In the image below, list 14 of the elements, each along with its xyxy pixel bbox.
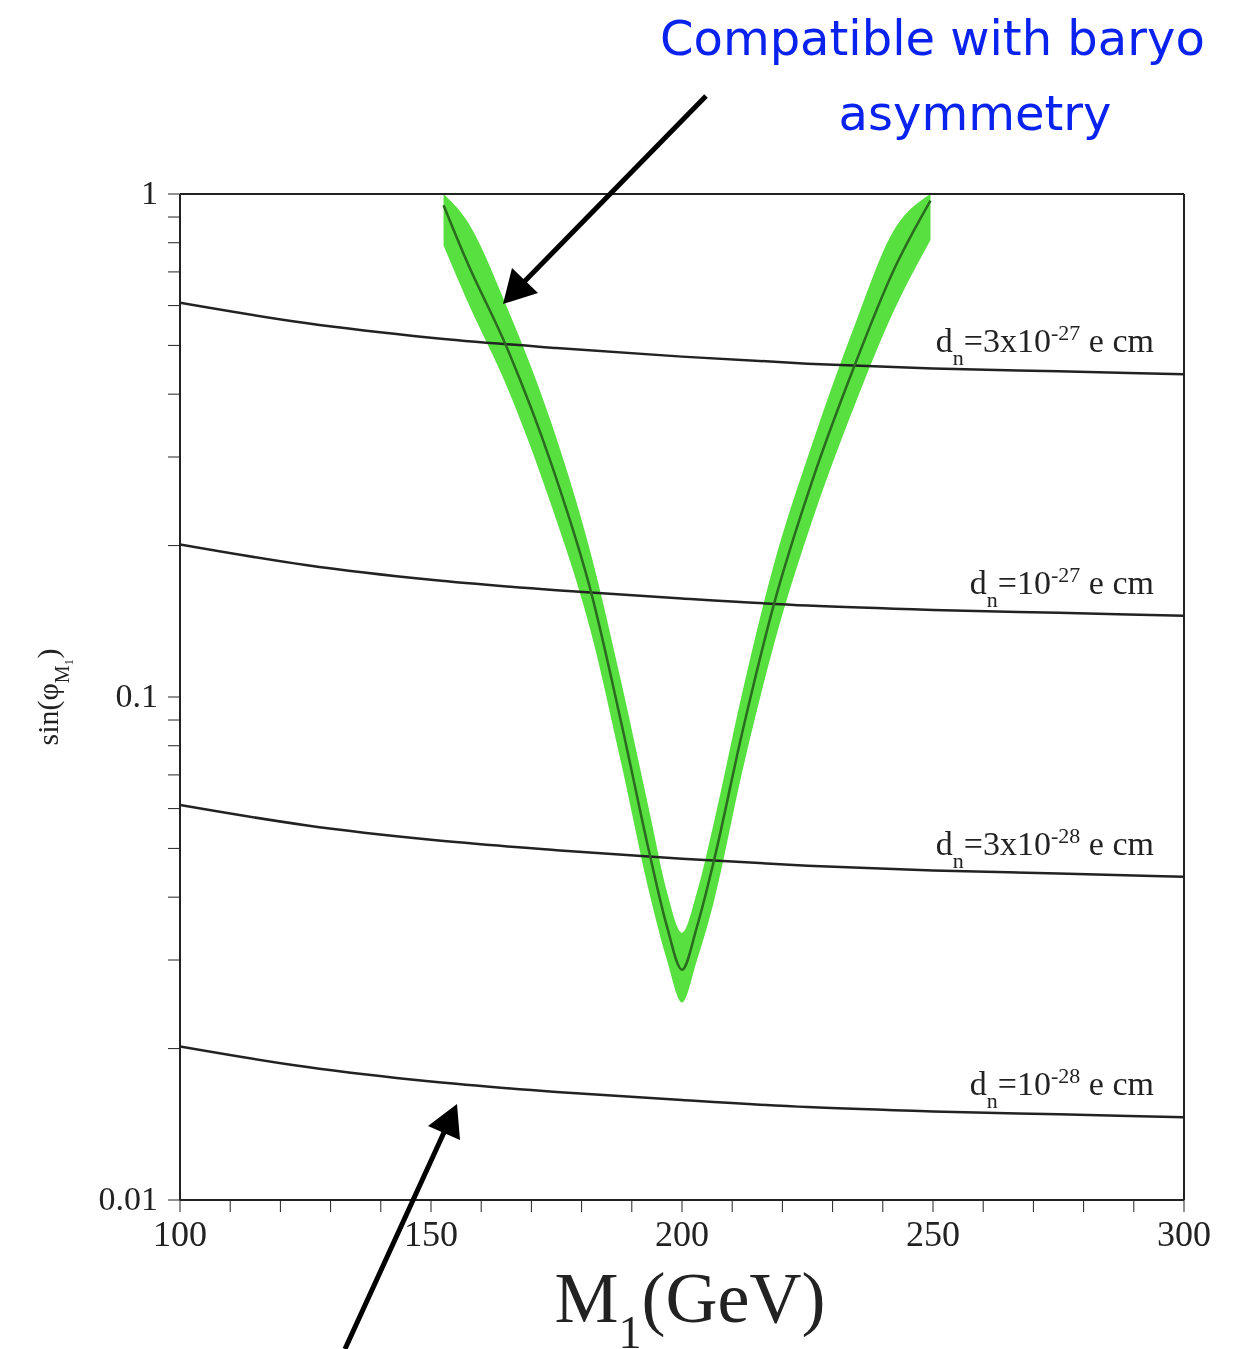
y-tick-label: 1 [141,174,158,211]
y-tick-label: 0.1 [115,677,158,714]
x-axis-title: M$_{1}$(GeV) [554,1258,826,1349]
series-label: d$_{n}$=10$^{-27}$ e cm [969,561,1154,612]
x-tick-label: 300 [1157,1214,1211,1254]
x-tick-label: 150 [404,1214,458,1254]
series-label: d$_{n}$=3x10$^{-27}$ e cm [935,319,1154,370]
x-tick-label: 100 [153,1214,207,1254]
x-tick-label: 250 [906,1214,960,1254]
y-tick-label: 0.01 [98,1180,158,1217]
text: Compatible with baryo asymmetry [660,10,1205,141]
series-label: d$_{n}$=10$^{-28}$ e cm [969,1062,1154,1113]
x-tick-label: 200 [655,1214,709,1254]
series-label: d$_{n}$=3x10$^{-28}$ e cm [935,822,1154,873]
